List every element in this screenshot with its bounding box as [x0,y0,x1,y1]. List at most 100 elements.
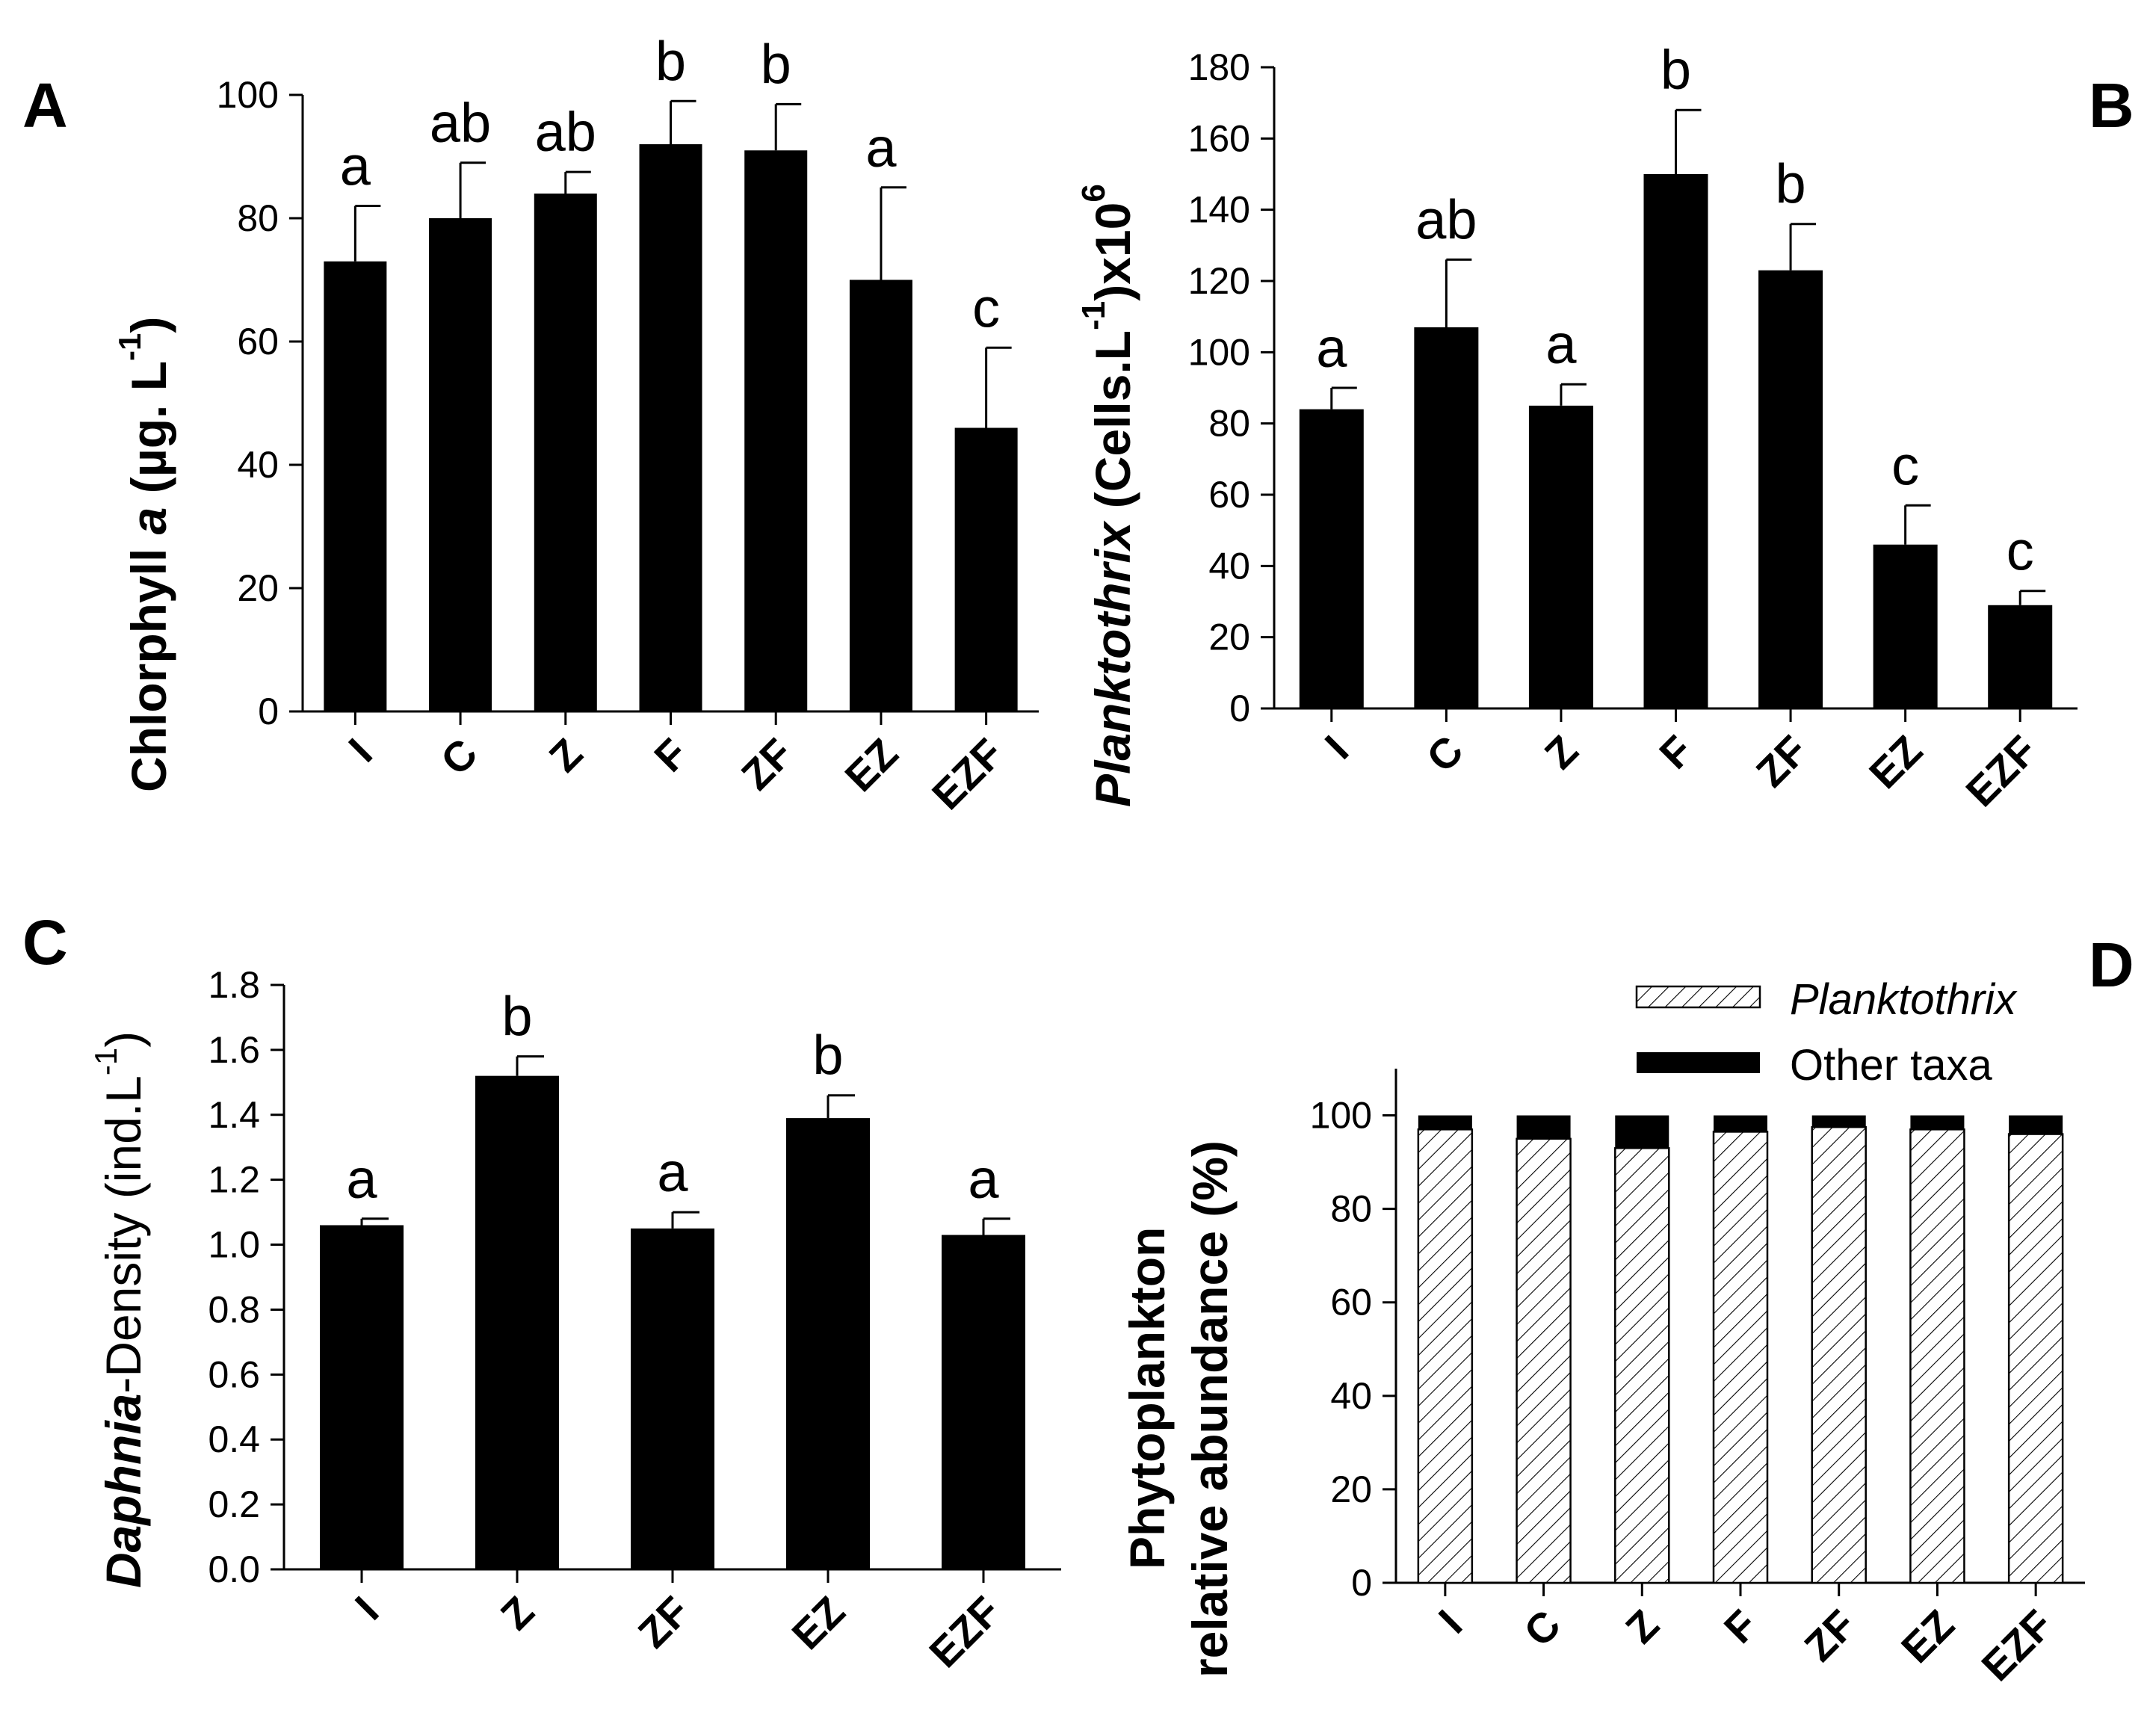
panel-d-y-tick-label: 100 [1310,1095,1372,1137]
panel-b-significance-letter: b [1775,153,1805,215]
panel-a-bar [534,194,597,711]
panel-b-bar [1528,405,1593,708]
panel-c-ylabel-part: -Density (ind.L [96,1075,151,1394]
panel-a-label: A [22,70,68,140]
panel-a-x-tick-label: C [431,729,486,784]
panel-c-y-tick-label: 1.2 [208,1159,260,1201]
panel-a-y-axis-label: Chlorphyll a (µg. L-1) [112,317,176,792]
panel-b-significance-letter: c [2007,520,2034,582]
panel-a-x-tick-label: F [645,729,696,781]
panel-b-y-tick-label: 0 [1229,688,1250,729]
panel-a-y-tick-label: 80 [237,197,279,239]
panel-c-x-tick-label: EZ [782,1587,853,1658]
panel-d-x-tick-label: ZF [1795,1601,1865,1670]
panel-b-y-tick-label: 100 [1188,331,1250,373]
panel-b-bar [1299,409,1364,708]
panel-a-bar [954,427,1018,711]
panel-b-bar [1643,174,1708,708]
panel-a-bar [324,261,387,711]
panel-b-y-tick-label: 20 [1208,617,1250,658]
panel-d-bar-other-taxa [1615,1115,1669,1149]
panel-d-bar-planktothrix [1909,1128,1965,1584]
panel-b-x-tick-label: EZF [1956,726,2045,815]
panel-a-y-tick-label: 60 [237,321,279,362]
panel-b-ylabel-part: Planktothrix [1085,520,1140,807]
panel-c-significance-letter: a [657,1141,688,1203]
panel-b-ylabel-superscript: -1 [1075,301,1112,330]
panel-a-ylabel-part: a [121,507,176,535]
panel-b-significance-letter: ab [1415,188,1477,250]
panel-c-label: C [22,907,68,977]
panel-a-significance-letter: b [655,30,686,92]
panel-b-chart: B Planktothrix (Cells.L-1)x106 0 20 40 60 80… [1075,39,2134,815]
panel-d-x-tick-label: EZF [1972,1601,2061,1690]
panel-c-y-tick-label: 1.8 [208,964,260,1006]
panel-c-bar [320,1225,404,1569]
panel-a-x-tick-label: ZF [732,729,802,799]
panel-d-bar-planktothrix [2007,1133,2064,1584]
panel-b-y-tick-label: 160 [1188,117,1250,159]
panel-c-y-tick-label: 0.4 [208,1418,260,1460]
panel-a-y-tick-label: 100 [217,74,279,116]
panel-a-significance-letter: ab [535,101,596,163]
panel-b-y-tick-label: 120 [1188,260,1250,302]
panel-a-ylabel-part: Chlorphyll [121,534,176,792]
panel-c-significance-letter: a [346,1148,377,1210]
panel-c-y-tick-label: 1.0 [208,1224,260,1266]
panel-a-ylabel-part: ) [121,317,176,333]
panel-d-y-tick-label: 0 [1351,1562,1372,1604]
panel-c-chart: C Daphnia-Density (ind.L-1) 0.0 0.2 0.4 0.6… [22,907,1061,1676]
panel-c-y-axis-label: Daphnia-Density (ind.L-1) [88,1031,151,1588]
panel-b-significance-letter: a [1545,313,1577,375]
panel-a-x-tick-label: I [339,729,381,771]
panel-d-legend: Planktothrix Other taxa [1635,975,2018,1090]
panel-d-y-tick-label: 80 [1330,1188,1372,1230]
panel-d-y-tick-label: 40 [1330,1375,1372,1417]
panel-a-x-tick-label: Z [540,729,592,781]
panel-a-x-tick-label: EZF [923,729,1012,818]
panel-c-ylabel-superscript: -1 [88,1048,123,1075]
panel-b-bar [1414,327,1479,708]
panel-c-y-tick-label: 0.0 [208,1548,260,1590]
panel-d-bar-other-taxa [1516,1115,1571,1139]
panel-a-significance-letter: a [340,135,371,197]
panel-d-bar-other-taxa [2009,1115,2063,1134]
panel-c-x-tick-label: Z [492,1587,543,1639]
panel-d-bar-other-taxa [1910,1115,1965,1130]
panel-d-y-tick-label: 60 [1330,1282,1372,1323]
panel-c-bar [942,1235,1025,1569]
panel-d-x-tick-label: EZ [1892,1601,1963,1672]
panel-a-bar [849,279,912,711]
panel-b-y-tick-label: 80 [1208,403,1250,445]
panel-b-y-tick-label: 40 [1208,545,1250,587]
panel-a-bar [744,150,808,711]
panel-c-bar [786,1118,870,1569]
panel-b-bar [1758,270,1823,708]
panel-c-y-tick-label: 1.4 [208,1094,260,1136]
panel-c-y-tick-label: 0.6 [208,1353,260,1395]
legend-label-planktothrix: Planktothrix [1790,975,2018,1024]
panel-c-y-tick-label: 0.8 [208,1288,260,1330]
panel-c-significance-letter: a [968,1148,999,1210]
panel-b-y-tick-label: 140 [1188,189,1250,231]
panel-a-y-tick-label: 40 [237,444,279,486]
panel-d-bar-planktothrix [1516,1137,1572,1584]
panel-d-y-axis-label-line2: relative abundance (%) [1182,1140,1238,1678]
panel-b-x-tick-label: I [1316,726,1358,768]
panel-b-label: B [2089,70,2134,140]
panel-b-x-tick-label: EZ [1860,726,1931,797]
panel-c-x-tick-label: ZF [629,1587,699,1657]
panel-c-significance-letter: b [812,1025,843,1087]
panel-b-x-tick-label: C [1418,726,1472,781]
panel-d-y-axis-label-line1: Phytoplankton [1119,1227,1175,1569]
panel-a-chart: A Chlorphyll a (µg. L-1) 0 20 40 60 80 100 I C Z… [22,30,1039,818]
panel-d-y-tick-label: 20 [1330,1468,1372,1510]
panel-b-x-tick-label: ZF [1747,726,1817,796]
panel-d-x-tick-label: F [1715,1601,1767,1652]
panel-c-significance-letter: b [501,986,532,1048]
panel-c-y-tick-label: 1.6 [208,1029,260,1071]
panel-a-significance-letter: ab [430,92,491,154]
panel-c-ylabel-part: Daphnia [96,1394,151,1588]
panel-a-y-tick-label: 0 [258,691,279,732]
panel-b-ylabel-superscript: 6 [1075,184,1112,202]
